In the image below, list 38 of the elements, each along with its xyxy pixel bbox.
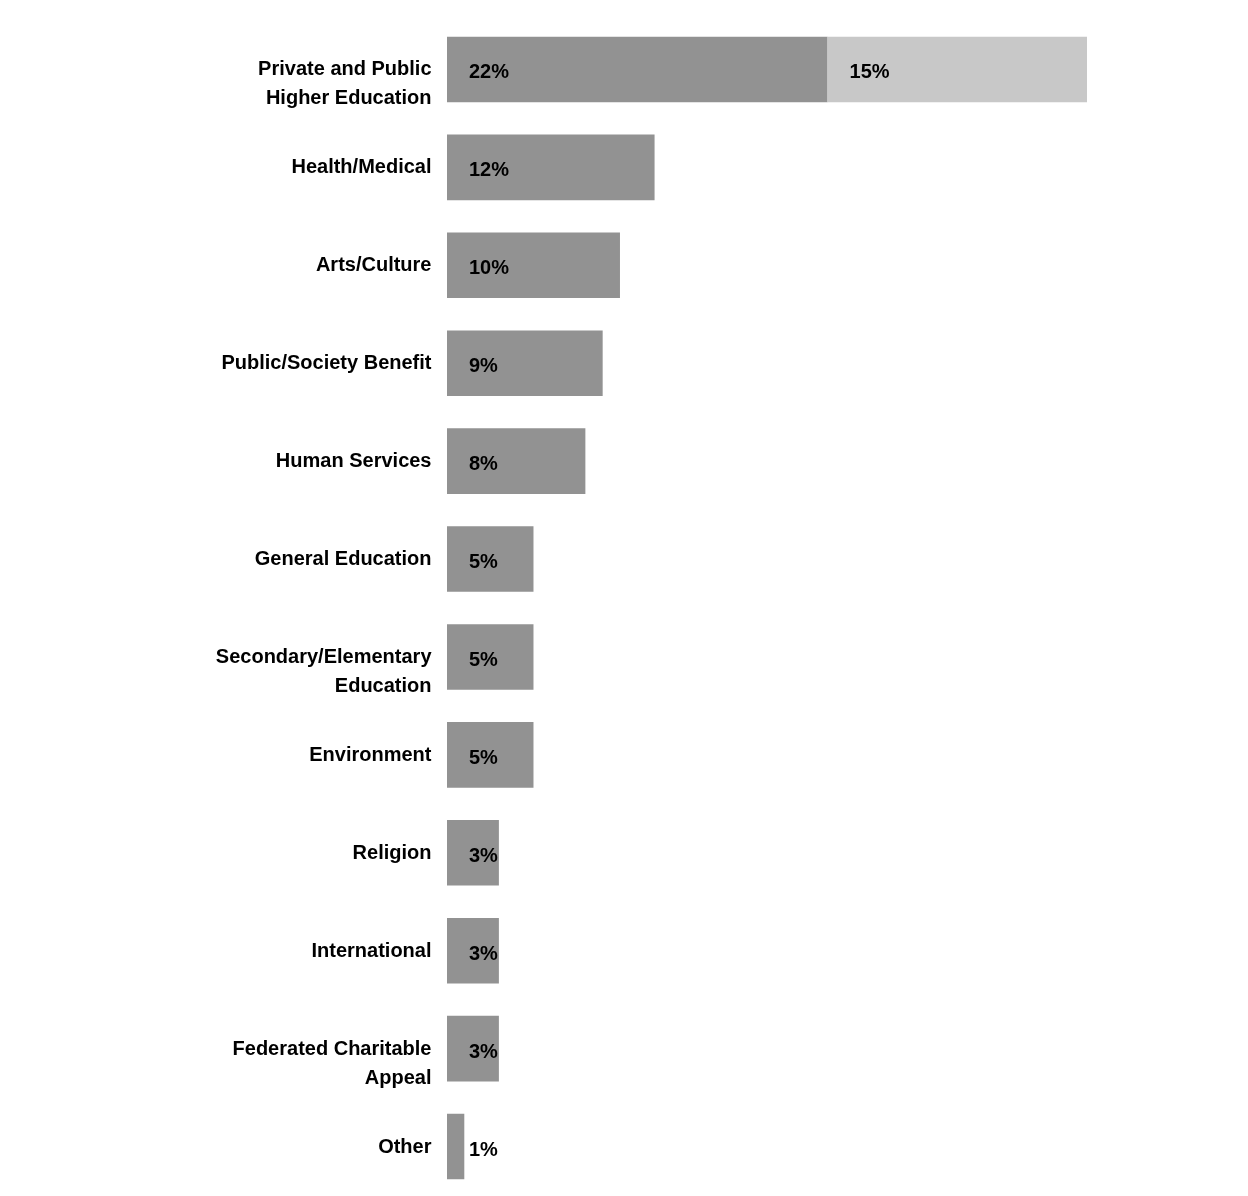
data-label: 3% <box>469 1039 499 1062</box>
y-tick-label: General Education <box>254 547 432 570</box>
y-tick-label: Religion <box>352 840 432 863</box>
data-label: 1% <box>469 1137 499 1160</box>
data-label: 10% <box>469 256 510 279</box>
bar <box>447 917 499 984</box>
bar <box>447 36 828 103</box>
y-tick-label: Secondary/Elementary Education <box>215 644 433 696</box>
bar <box>447 232 620 299</box>
y-tick-label: Arts/Culture <box>315 253 432 276</box>
data-label: 9% <box>469 354 499 377</box>
data-label: 5% <box>469 745 499 768</box>
data-label: 3% <box>469 843 499 866</box>
y-tick-label: Health/Medical <box>291 155 432 178</box>
data-label: 12% <box>469 158 510 181</box>
data-label: 15% <box>849 60 890 83</box>
bar <box>447 722 534 788</box>
bar <box>447 428 586 494</box>
y-tick-label: Public/Society Benefit <box>221 351 432 374</box>
bar <box>447 819 499 886</box>
data-label: 5% <box>469 647 499 670</box>
data-label: 3% <box>469 941 499 964</box>
bar <box>447 1113 465 1180</box>
bar <box>447 624 534 690</box>
y-tick-label: Private and Public Higher Education <box>258 57 432 109</box>
bar <box>447 330 603 397</box>
bar <box>447 1015 499 1082</box>
y-tick-label: Federated Charitable Appeal <box>232 1036 432 1088</box>
data-label: 22% <box>469 60 510 83</box>
bar <box>447 526 534 592</box>
bar <box>447 134 655 201</box>
y-tick-label: Environment <box>309 742 432 765</box>
y-tick-label: International <box>311 938 432 961</box>
data-label: 8% <box>469 452 499 475</box>
y-tick-label: Other <box>378 1134 432 1157</box>
data-label: 5% <box>469 550 499 573</box>
y-tick-label: Human Services <box>275 449 432 472</box>
bar <box>827 36 1087 103</box>
